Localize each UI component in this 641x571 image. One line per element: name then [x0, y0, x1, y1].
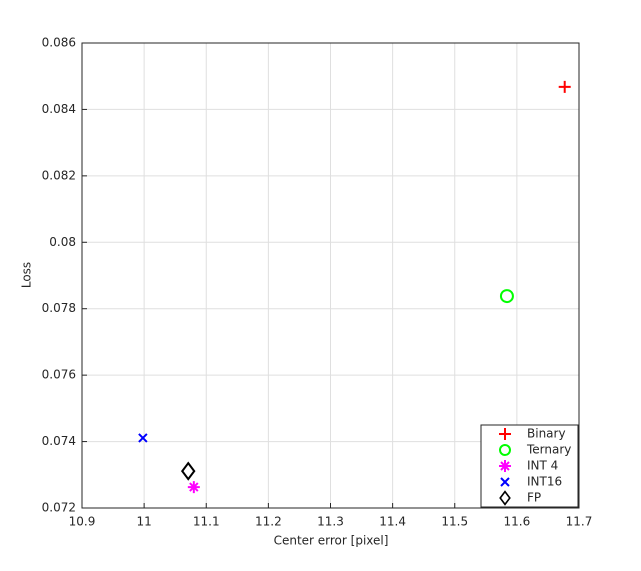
- legend-marker: [500, 477, 510, 487]
- legend-label: INT 4: [527, 459, 558, 473]
- x-tick-label: 11.1: [193, 515, 220, 529]
- x-tick-label: 10.9: [69, 515, 96, 529]
- x-axis-label: Center error [pixel]: [274, 534, 389, 548]
- x-tick-label: 11.7: [566, 515, 593, 529]
- x-tick-label: 11.4: [379, 515, 406, 529]
- x-tick-label: 11.6: [504, 515, 531, 529]
- legend-marker: [499, 460, 511, 472]
- x-tick-label: 11.3: [317, 515, 344, 529]
- marker: [187, 481, 200, 494]
- x-tick-label: 11.2: [255, 515, 282, 529]
- y-tick-label: 0.084: [42, 102, 76, 116]
- marker: [180, 461, 196, 481]
- y-tick-label: 0.078: [42, 301, 76, 315]
- y-axis-label: Loss: [20, 262, 34, 288]
- y-tick-label: 0.076: [42, 368, 76, 382]
- legend-marker: [499, 490, 511, 506]
- y-tick-label: 0.074: [42, 434, 76, 448]
- legend-label: INT16: [527, 475, 562, 489]
- axes-box: [81, 42, 580, 509]
- legend-marker: [499, 428, 511, 440]
- legend-marker: [499, 444, 511, 456]
- marker: [138, 433, 148, 443]
- marker: [558, 80, 571, 93]
- y-tick-label: 0.08: [49, 235, 76, 249]
- legend-label: Binary: [527, 427, 566, 441]
- x-tick-label: 11.5: [441, 515, 468, 529]
- marker: [499, 289, 514, 304]
- y-tick-label: 0.086: [42, 36, 76, 50]
- y-tick-label: 0.082: [42, 168, 76, 182]
- y-tick-label: 0.072: [42, 501, 76, 515]
- legend-label: Ternary: [526, 443, 571, 457]
- legend-box: [480, 424, 579, 508]
- x-tick-label: 11: [136, 515, 151, 529]
- legend-label: FP: [527, 491, 541, 505]
